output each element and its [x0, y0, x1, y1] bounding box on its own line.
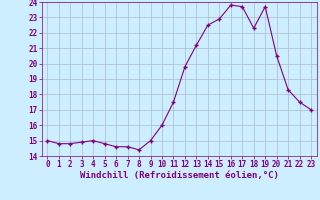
X-axis label: Windchill (Refroidissement éolien,°C): Windchill (Refroidissement éolien,°C) [80, 171, 279, 180]
